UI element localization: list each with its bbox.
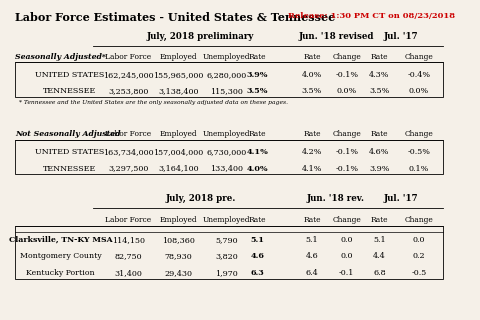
Text: Clarksville, TN-KY MSA: Clarksville, TN-KY MSA xyxy=(9,236,112,244)
Text: 0.1%: 0.1% xyxy=(408,164,429,172)
Text: Rate: Rate xyxy=(249,52,266,60)
Text: 4.0%: 4.0% xyxy=(246,164,268,172)
Text: Change: Change xyxy=(405,130,433,138)
Text: 3.9%: 3.9% xyxy=(247,71,268,79)
Text: Jun. '18 rev.: Jun. '18 rev. xyxy=(307,194,365,203)
Text: Not Seasonally Adjusted: Not Seasonally Adjusted xyxy=(15,130,120,138)
Text: * Tennessee and the United States are the only seasonally adjusted data on these: * Tennessee and the United States are th… xyxy=(19,100,288,105)
Text: 163,734,000: 163,734,000 xyxy=(103,148,154,156)
Text: Kentucky Portion: Kentucky Portion xyxy=(26,269,95,277)
Text: 6.8: 6.8 xyxy=(373,269,386,277)
Text: 4.6: 4.6 xyxy=(250,252,264,260)
Text: -0.1%: -0.1% xyxy=(335,164,359,172)
Text: UNITED STATES: UNITED STATES xyxy=(35,148,104,156)
Text: 5.1: 5.1 xyxy=(373,236,386,244)
Text: Labor Force: Labor Force xyxy=(105,52,151,60)
Text: 82,750: 82,750 xyxy=(115,252,142,260)
Text: 4.0%: 4.0% xyxy=(301,71,322,79)
Text: UNITED STATES: UNITED STATES xyxy=(35,71,104,79)
Text: 3.5%: 3.5% xyxy=(301,87,322,95)
Text: -0.4%: -0.4% xyxy=(408,71,431,79)
Text: 0.0: 0.0 xyxy=(340,252,353,260)
Text: 3,253,800: 3,253,800 xyxy=(108,87,148,95)
Text: 0.0%: 0.0% xyxy=(336,87,357,95)
Text: Jul. '17: Jul. '17 xyxy=(383,32,418,41)
Text: TENNESSEE: TENNESSEE xyxy=(43,164,96,172)
Text: TENNESSEE: TENNESSEE xyxy=(43,87,96,95)
Text: Jul. '17: Jul. '17 xyxy=(383,194,418,203)
Text: Labor Force Estimates - United States & Tennessee: Labor Force Estimates - United States & … xyxy=(15,12,335,23)
Text: 0.0: 0.0 xyxy=(340,236,353,244)
Text: 3.9%: 3.9% xyxy=(369,164,390,172)
Text: Labor Force: Labor Force xyxy=(105,216,151,224)
Text: 4.6%: 4.6% xyxy=(369,148,390,156)
Text: 5,790: 5,790 xyxy=(216,236,238,244)
Text: Employed: Employed xyxy=(160,216,197,224)
Text: 1,970: 1,970 xyxy=(216,269,238,277)
Text: 6,730,000: 6,730,000 xyxy=(206,148,247,156)
Text: Rate: Rate xyxy=(371,52,388,60)
Text: 155,965,000: 155,965,000 xyxy=(154,71,204,79)
Text: 0.0%: 0.0% xyxy=(409,87,429,95)
Text: 4.3%: 4.3% xyxy=(369,71,390,79)
Text: 3.5%: 3.5% xyxy=(247,87,268,95)
Text: 3.5%: 3.5% xyxy=(370,87,390,95)
Text: -0.5%: -0.5% xyxy=(408,148,431,156)
Text: Rate: Rate xyxy=(371,130,388,138)
Text: 5.1: 5.1 xyxy=(250,236,264,244)
Text: Unemployed: Unemployed xyxy=(203,130,251,138)
Text: Employed: Employed xyxy=(160,130,197,138)
Text: 0.2: 0.2 xyxy=(412,252,425,260)
Text: 3,820: 3,820 xyxy=(216,252,238,260)
Text: 115,300: 115,300 xyxy=(210,87,243,95)
Text: -0.5: -0.5 xyxy=(411,269,427,277)
Text: -0.1: -0.1 xyxy=(339,269,354,277)
Text: Rate: Rate xyxy=(303,52,321,60)
Text: 4.4: 4.4 xyxy=(373,252,386,260)
Text: 162,245,000: 162,245,000 xyxy=(103,71,154,79)
Text: 5.1: 5.1 xyxy=(306,236,318,244)
Text: Rate: Rate xyxy=(249,130,266,138)
Text: 157,004,000: 157,004,000 xyxy=(154,148,204,156)
Text: Rate: Rate xyxy=(303,216,321,224)
Text: -0.1%: -0.1% xyxy=(335,148,359,156)
Text: July, 2018 preliminary: July, 2018 preliminary xyxy=(147,32,254,41)
Text: 0.0: 0.0 xyxy=(413,236,425,244)
Text: 108,360: 108,360 xyxy=(162,236,195,244)
Text: 4.6: 4.6 xyxy=(305,252,318,260)
Text: 4.1%: 4.1% xyxy=(301,164,322,172)
Text: 6.4: 6.4 xyxy=(305,269,318,277)
Text: 3,164,100: 3,164,100 xyxy=(158,164,199,172)
Text: Change: Change xyxy=(333,52,361,60)
Text: 31,400: 31,400 xyxy=(114,269,142,277)
Text: 3,297,500: 3,297,500 xyxy=(108,164,148,172)
Text: Rate: Rate xyxy=(371,216,388,224)
Text: 78,930: 78,930 xyxy=(165,252,192,260)
Text: -0.1%: -0.1% xyxy=(335,71,359,79)
Text: 6.3: 6.3 xyxy=(251,269,264,277)
Text: Rate: Rate xyxy=(249,216,266,224)
Text: Labor Force: Labor Force xyxy=(105,130,151,138)
Text: 4.2%: 4.2% xyxy=(301,148,322,156)
Text: Unemployed: Unemployed xyxy=(203,52,251,60)
Text: Employed: Employed xyxy=(160,52,197,60)
Text: Change: Change xyxy=(333,130,361,138)
Text: Change: Change xyxy=(333,216,361,224)
Text: July, 2018 pre.: July, 2018 pre. xyxy=(165,194,236,203)
Text: Release: 1:30 PM CT on 08/23/2018: Release: 1:30 PM CT on 08/23/2018 xyxy=(288,12,455,20)
Text: 4.1%: 4.1% xyxy=(246,148,268,156)
Text: 6,280,000: 6,280,000 xyxy=(206,71,247,79)
Text: Unemployed: Unemployed xyxy=(203,216,251,224)
Text: 29,430: 29,430 xyxy=(165,269,192,277)
Text: Seasonally Adjusted*: Seasonally Adjusted* xyxy=(15,52,106,60)
Text: 114,150: 114,150 xyxy=(112,236,145,244)
Text: Change: Change xyxy=(405,52,433,60)
Text: 133,400: 133,400 xyxy=(210,164,243,172)
Text: Rate: Rate xyxy=(303,130,321,138)
Text: Jun. '18 revised: Jun. '18 revised xyxy=(298,32,373,41)
Text: 3,138,400: 3,138,400 xyxy=(158,87,199,95)
Text: Montgomery County: Montgomery County xyxy=(20,252,102,260)
Text: Change: Change xyxy=(405,216,433,224)
